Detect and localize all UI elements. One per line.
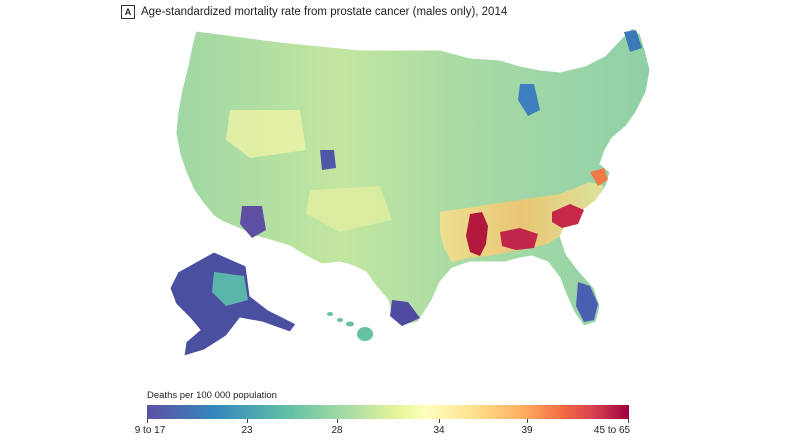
- texas-south-low: [390, 300, 420, 326]
- west-yellow-patch: [226, 110, 306, 158]
- legend-tick-mark: [337, 419, 338, 423]
- legend-tick-mark: [527, 419, 528, 423]
- michigan-blue: [518, 84, 540, 116]
- panel-label: A: [121, 5, 135, 19]
- legend-tick-mark: [439, 419, 440, 423]
- hawaii: [327, 312, 373, 341]
- carolina-high-cluster: [552, 204, 584, 228]
- arizona-low: [240, 206, 266, 238]
- figure-title: Age-standardized mortality rate from pro…: [141, 6, 508, 18]
- virginia-orange-cluster: [590, 168, 608, 186]
- legend-color-bar: [147, 405, 629, 419]
- legend-tick-mark: [628, 419, 629, 423]
- legend-tick-mark: [147, 419, 148, 423]
- legend-title: Deaths per 100 000 population: [147, 390, 277, 401]
- legend-tick-label: 23: [241, 425, 253, 436]
- alabama-high-cluster: [500, 228, 538, 250]
- plains-yellow-patch: [306, 186, 392, 232]
- title-row: A Age-standardized mortality rate from p…: [121, 4, 507, 20]
- legend-tick-label: 28: [331, 425, 343, 436]
- alaska-interior-green: [212, 272, 248, 306]
- florida-south-low: [576, 282, 598, 322]
- legend-tick-label: 34: [433, 425, 445, 436]
- delta-high-cluster: [466, 212, 488, 256]
- legend-tick-label: 45 to 65: [593, 425, 631, 436]
- legend-tick-mark: [247, 419, 248, 423]
- legend-tick-label: 9 to 17: [134, 425, 166, 436]
- maine-blue: [624, 30, 642, 52]
- colorado-low: [320, 150, 336, 170]
- legend-tick-label: 39: [521, 425, 533, 436]
